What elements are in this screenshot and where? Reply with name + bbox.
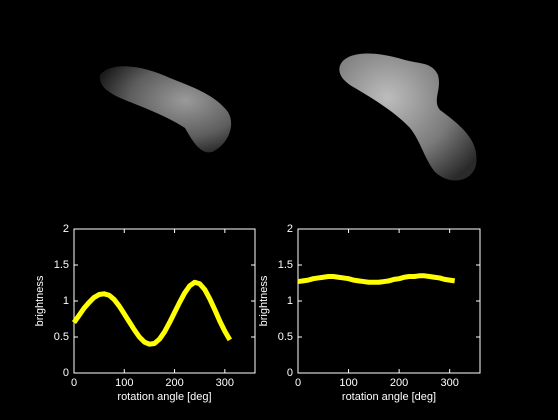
y-tick-label: 1 (63, 295, 69, 307)
asteroid-image (99, 66, 232, 153)
x-tick-label: 300 (216, 377, 234, 389)
y-axis-label: brightness (258, 275, 270, 326)
x-tick-label: 100 (115, 377, 133, 389)
y-tick-label: 0.5 (54, 331, 69, 343)
data-line (71, 279, 233, 347)
x-axis-label: rotation angle [deg] (117, 391, 211, 403)
y-axis-label: brightness (34, 275, 46, 326)
x-axis-label: rotation angle [deg] (342, 391, 436, 403)
x-tick-label: 0 (71, 377, 77, 389)
x-tick-label: 200 (165, 377, 183, 389)
x-tick-label: 300 (440, 377, 458, 389)
axes-box (297, 228, 481, 374)
asteroid-image (339, 53, 477, 181)
y-tick-label: 2 (63, 223, 69, 235)
axes-box (73, 228, 256, 374)
x-tick-label: 100 (339, 377, 357, 389)
y-tick-label: 2 (287, 223, 293, 235)
x-tick-label: 200 (390, 377, 408, 389)
y-tick-label: 1.5 (278, 259, 293, 271)
x-tick-label: 0 (295, 377, 301, 389)
y-tick-label: 0 (287, 367, 293, 379)
y-tick-label: 0.5 (278, 331, 293, 343)
data-line (297, 273, 456, 285)
y-tick-label: 1 (287, 295, 293, 307)
y-tick-label: 0 (63, 367, 69, 379)
y-tick-label: 1.5 (54, 259, 69, 271)
